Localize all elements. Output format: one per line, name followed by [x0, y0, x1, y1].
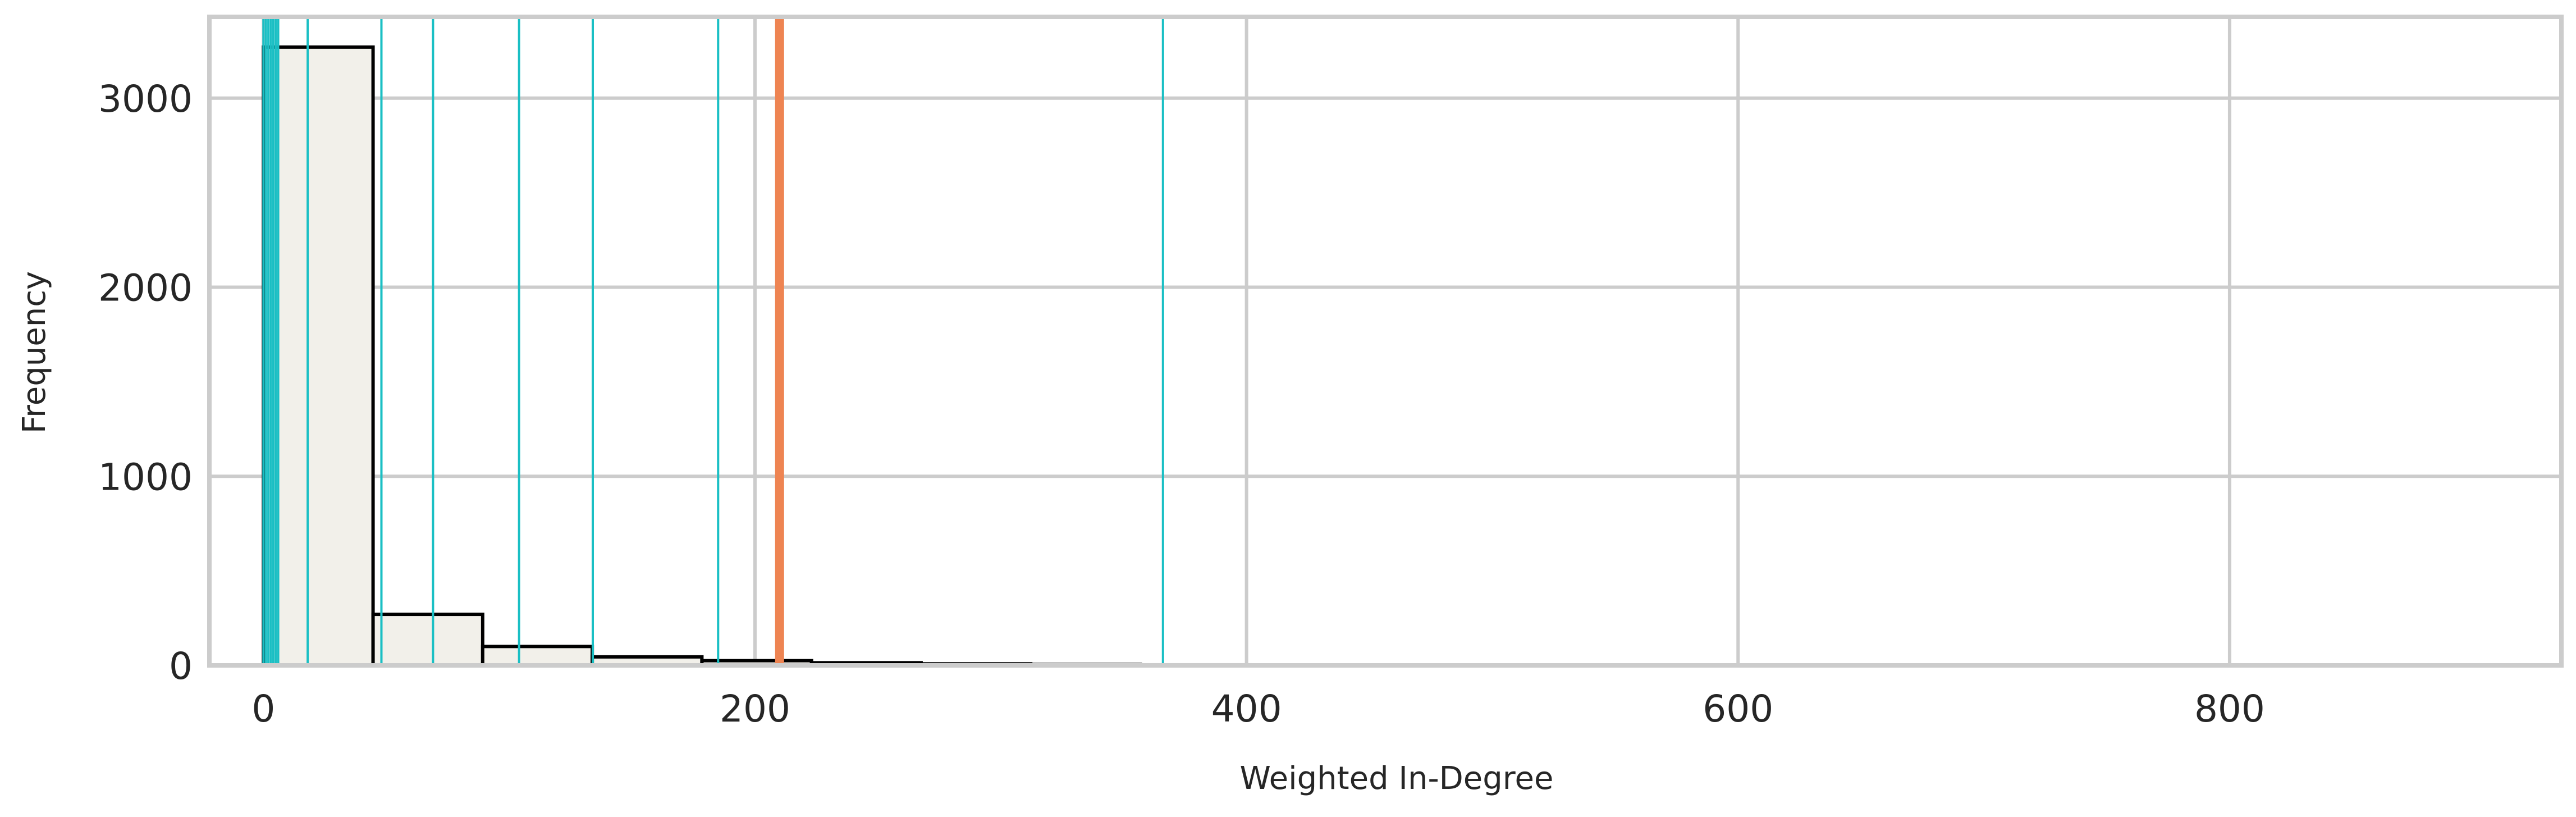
y-tick-label-3: 3000 — [98, 77, 193, 121]
histogram-bar-0 — [262, 45, 375, 667]
histogram-bar-2 — [481, 645, 594, 668]
x-tick-label-0: 0 — [251, 687, 275, 731]
x-tick-label-1: 200 — [720, 687, 790, 731]
y-tick-label-2: 2000 — [98, 267, 193, 310]
y-tick-label-0: 0 — [169, 645, 193, 688]
vertical-lines-layer — [262, 17, 1164, 665]
plot-border — [207, 15, 2564, 668]
x-tick-label-4: 800 — [2194, 687, 2265, 731]
x-tick-label-2: 400 — [1211, 687, 1282, 731]
y-tick-label-1: 1000 — [98, 455, 193, 499]
bars-layer — [262, 45, 2458, 668]
x-axis-label: Weighted In-Degree — [1240, 760, 1554, 797]
histogram-bar-1 — [371, 613, 484, 668]
tick-labels-layer: 0 200 400 600 800 0 1000 2000 3000 — [98, 77, 2265, 731]
x-tick-label-3: 600 — [1703, 687, 1773, 731]
y-axis-label: Frequency — [16, 271, 53, 433]
plot-frame — [207, 15, 2564, 668]
grid-layer — [209, 17, 2561, 667]
